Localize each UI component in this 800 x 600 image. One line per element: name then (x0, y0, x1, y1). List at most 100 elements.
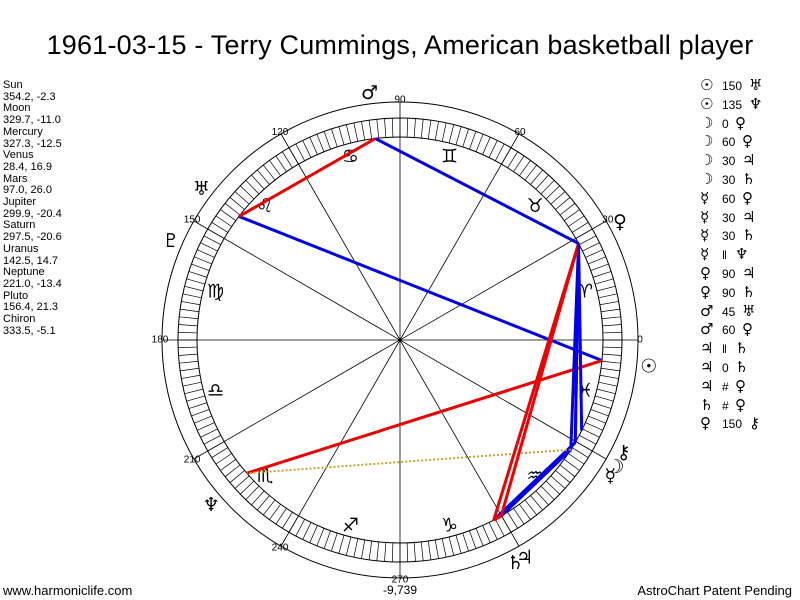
tick-mark (215, 215, 232, 227)
tick-mark (203, 434, 221, 445)
body-value-sun: 354.2, -2.3 (3, 90, 56, 103)
tick-mark (361, 121, 366, 141)
tick-mark (413, 542, 416, 562)
tick-mark (582, 428, 600, 438)
tick-mark (194, 415, 212, 424)
aspect-line-mars-uranus (238, 137, 377, 218)
body-value-venus: 28.4, 16.9 (3, 160, 52, 173)
tick-mark (323, 131, 331, 150)
tick-mark (361, 539, 366, 559)
aspect-row: ♀ 90 ♃ (700, 264, 798, 282)
aspect-glyph-a: ♂ (700, 320, 714, 339)
body-positions-list: Sun 354.2, -2.3 Moon 329.7, -11.0 Mercury 327… (3, 79, 62, 337)
aspect-line-sun-neptune (246, 359, 603, 475)
tick-mark (220, 459, 236, 471)
aspect-line-mars-venus (374, 137, 580, 245)
tick-mark (564, 459, 580, 471)
tick-mark (316, 134, 325, 152)
aspect-row: ♃ ‖ ♄ (700, 339, 798, 357)
tick-mark (200, 242, 218, 252)
aspect-row: ☽ 0 ♀ (700, 114, 798, 132)
sign-gemini-icon: ♊ (441, 146, 458, 168)
body-name-uranus: Uranus (3, 242, 39, 255)
tick-mark (535, 174, 549, 190)
tick-mark (595, 278, 614, 285)
sign-virgo-icon: ♍ (207, 281, 224, 303)
aspect-glyph-b: ⚷ (749, 414, 760, 433)
aspect-glyph-a: ♂ (700, 301, 714, 320)
tick-mark (391, 118, 394, 138)
sign-libra-icon: ♎ (207, 379, 224, 401)
planet-chiron-icon: ⚷ (617, 442, 631, 464)
body-name-saturn: Saturn (3, 219, 36, 232)
center-dot (398, 338, 402, 342)
aspect-type: ‖ (722, 342, 727, 357)
aspect-glyph-a: ☿ (700, 188, 710, 207)
tick-mark (191, 263, 210, 271)
aspect-glyph-b: ♄ (742, 170, 756, 188)
planet-mercury-icon: ☿ (605, 465, 617, 487)
tick-mark (384, 542, 387, 562)
tick-mark (434, 539, 439, 559)
tick-mark (179, 316, 199, 320)
tick-mark (181, 374, 201, 379)
aspect-glyph-b: ♀ (742, 132, 753, 151)
degree-label-120: 120 (272, 127, 289, 138)
tick-mark (513, 508, 525, 525)
tick-mark (184, 388, 204, 395)
tick-mark (309, 525, 318, 543)
aspect-glyph-b: ♀ (742, 188, 753, 207)
tick-mark (488, 522, 498, 540)
tick-mark (519, 504, 531, 520)
tick-mark (540, 485, 555, 500)
tick-mark (184, 285, 204, 292)
tick-mark (595, 395, 614, 402)
tick-mark (295, 519, 306, 537)
aspect-type: 30 (722, 154, 736, 169)
tick-mark (406, 118, 409, 138)
tick-mark (251, 174, 265, 190)
site-link[interactable]: www.harmoniclife.com (3, 583, 133, 598)
sign-scorpio-icon: ♏ (256, 465, 273, 487)
tick-mark (571, 222, 589, 233)
tick-mark (462, 128, 469, 148)
tick-mark (194, 256, 212, 265)
tick-mark (596, 285, 616, 292)
aspect-line-jupiter-venus (500, 243, 580, 517)
planet-uranus-icon: ♅ (193, 178, 210, 200)
aspect-glyph-b: ♆ (735, 245, 749, 264)
aspect-row: ☽ 60 ♀ (700, 132, 798, 150)
aspect-type: 90 (722, 285, 736, 300)
tick-mark (441, 122, 447, 142)
tick-mark (420, 119, 424, 139)
aspect-line-mercury-neptune (246, 448, 571, 475)
tick-mark (598, 381, 618, 387)
tick-mark (331, 532, 338, 552)
planet-neptune-icon: ♆ (203, 494, 220, 516)
tick-mark (599, 374, 619, 379)
body-value-mars: 97.0, 26.0 (3, 184, 52, 197)
aspect-glyph-a: ♀ (700, 282, 711, 301)
tick-mark (182, 381, 202, 387)
aspect-row: ♄ # ♀ (700, 396, 798, 414)
degree-label-270: 270 (392, 575, 409, 586)
tick-mark (257, 169, 270, 185)
tick-mark (475, 134, 484, 152)
tick-mark (427, 120, 432, 140)
tick-mark (345, 124, 352, 144)
aspect-glyph-b: ♄ (742, 282, 756, 301)
tick-mark (564, 209, 580, 221)
aspect-type: 0 (722, 116, 729, 131)
body-name-pluto: Pluto (3, 289, 29, 302)
aspect-type: # (722, 379, 729, 394)
tick-mark (295, 143, 306, 161)
aspect-glyph-a: ♃ (700, 358, 714, 376)
tick-mark (368, 540, 373, 560)
tick-mark (323, 530, 331, 549)
planet-pluto-icon: ♇ (162, 230, 179, 252)
aspect-glyph-a: ♀ (700, 264, 711, 282)
tick-mark (482, 137, 491, 155)
aspect-glyph-b: ♀ (742, 320, 753, 339)
aspect-glyph-b: ♀ (735, 113, 746, 132)
